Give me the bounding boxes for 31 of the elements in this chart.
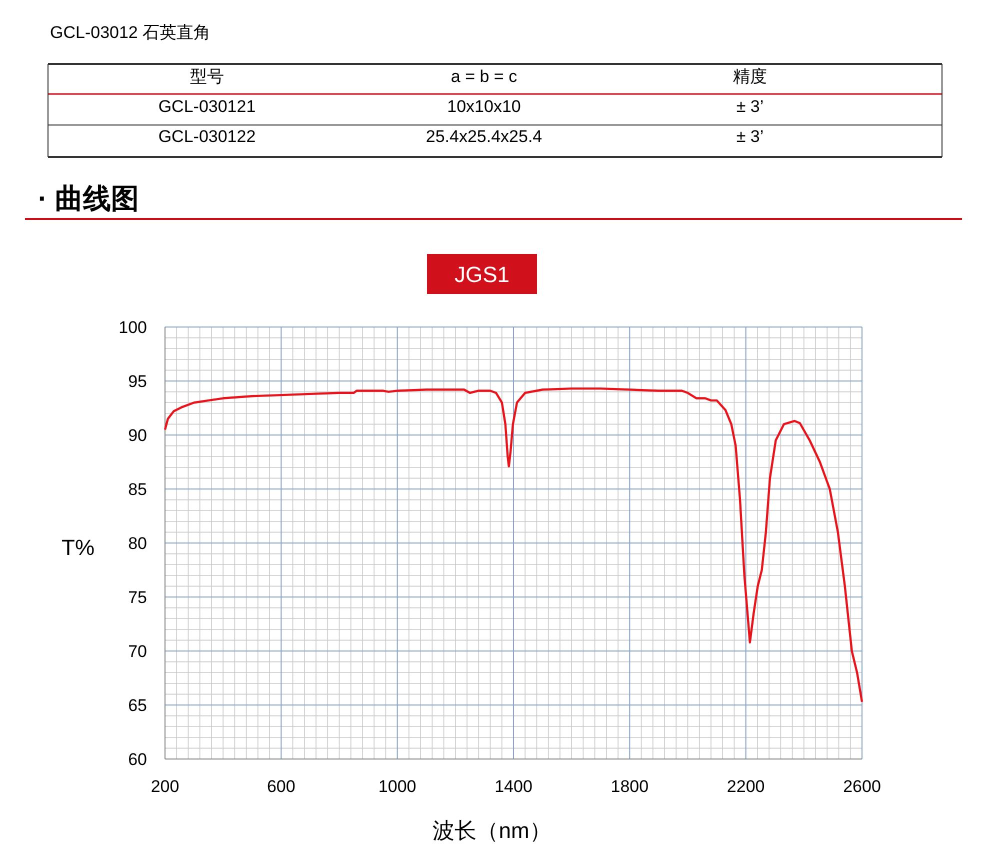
y-tick-label: 80 — [128, 534, 147, 553]
x-axis-title: 波长（nm） — [432, 818, 552, 843]
y-tick-label: 90 — [128, 426, 147, 445]
text: 10x10x10 — [447, 97, 521, 116]
text: 25.4x25.4x25.4 — [426, 127, 542, 146]
y-tick-label: 70 — [128, 642, 147, 661]
x-tick-label: 600 — [266, 777, 296, 796]
text: 精度 — [733, 67, 767, 86]
text: ± 3’ — [736, 127, 764, 146]
text: a = b = c — [450, 67, 518, 86]
y-tick-label: 75 — [128, 588, 147, 607]
x-tick-label: 2600 — [843, 777, 881, 796]
text: · 曲线图 — [38, 183, 140, 214]
line-series — [164, 387, 864, 703]
y-tick-label: 60 — [128, 750, 147, 769]
y-tick-label: 95 — [128, 372, 147, 391]
x-tick-label: 1400 — [494, 777, 532, 796]
y-axis-title: T% — [62, 535, 94, 560]
text: 型号 — [190, 67, 224, 86]
text: GCL-030121 — [158, 97, 256, 116]
text: GCL-030122 — [158, 127, 256, 146]
x-tick-label: 2200 — [726, 777, 765, 796]
chart-title: JGS1 — [454, 262, 510, 287]
x-tick-label: 1000 — [378, 777, 416, 796]
x-tick-label: 200 — [150, 777, 180, 796]
y-tick-label: 100 — [118, 318, 147, 337]
y-tick-label: 65 — [128, 696, 147, 715]
y-tick-label: 85 — [128, 480, 147, 499]
text: ± 3’ — [736, 97, 764, 116]
text: GCL-03012 石英直角 — [50, 23, 211, 42]
x-tick-label: 1800 — [610, 777, 649, 796]
